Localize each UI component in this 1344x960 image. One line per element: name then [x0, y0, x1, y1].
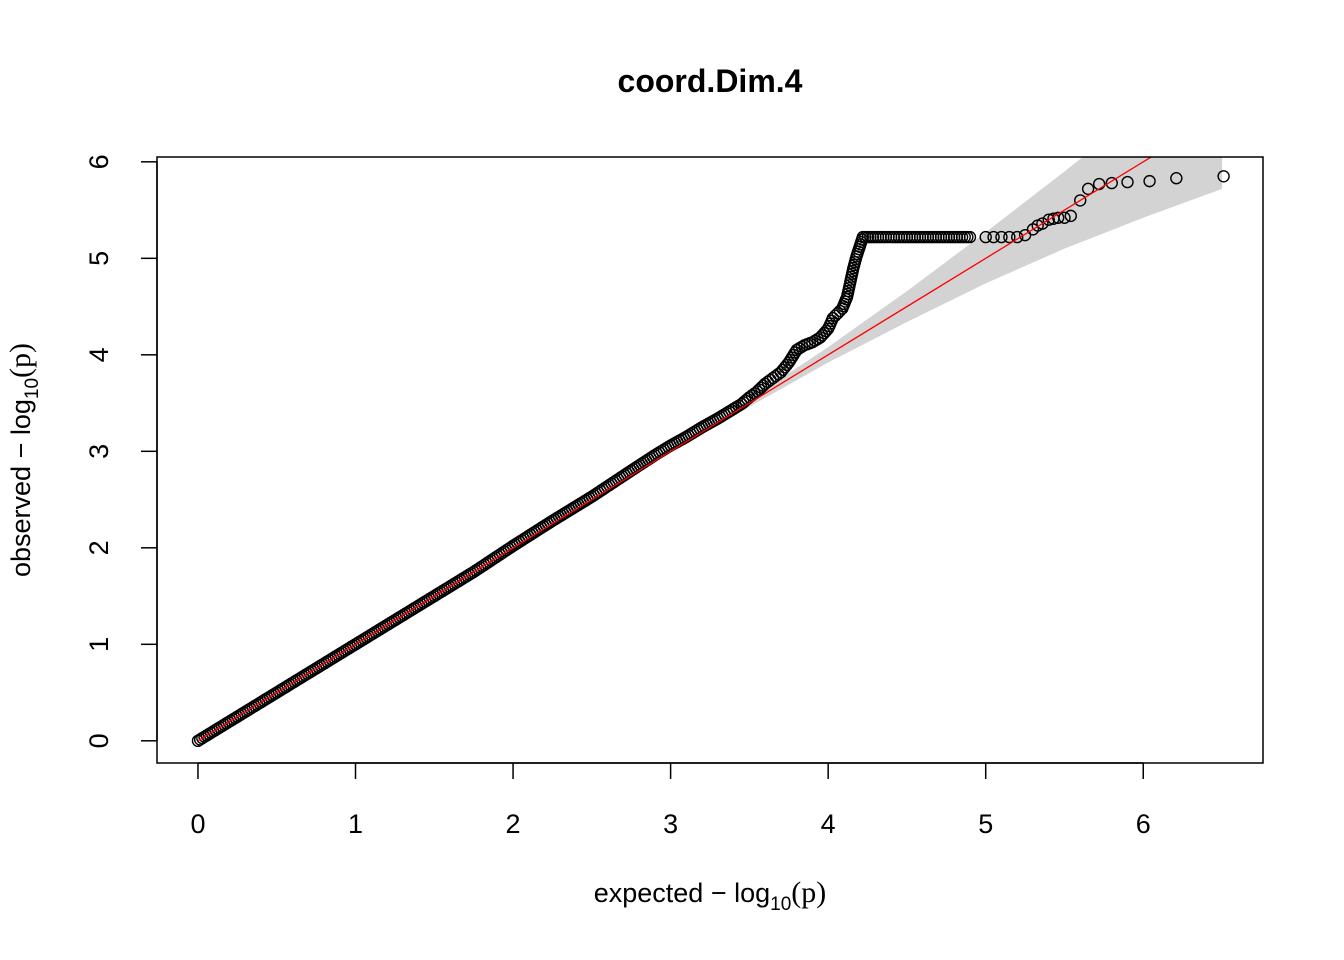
data-point — [1105, 176, 1118, 190]
y-tick-label: 6 — [84, 154, 114, 169]
confidence-band-area — [733, 157, 1223, 416]
x-axis: 0 1 2 3 4 5 6 — [190, 762, 1151, 839]
x-axis-label-suffix: (p) — [791, 876, 826, 909]
x-tick-label: 6 — [1136, 809, 1151, 839]
reference-line — [197, 157, 1153, 742]
y-tick-label: 0 — [84, 733, 114, 748]
y-axis: 0 1 2 3 4 5 6 — [84, 154, 158, 748]
data-point — [1170, 172, 1183, 185]
data-point — [987, 230, 1000, 244]
data-point — [1081, 182, 1095, 196]
y-axis-label-suffix: (p) — [4, 343, 37, 378]
x-tick-label: 0 — [190, 809, 205, 839]
data-point — [1074, 194, 1087, 207]
data-point — [1143, 174, 1156, 188]
y-tick-label: 4 — [84, 347, 114, 362]
data-point — [1064, 209, 1077, 223]
y-axis-label-prefix: observed − log — [6, 399, 36, 577]
data-point — [995, 230, 1008, 244]
data-point — [1058, 211, 1071, 224]
data-point — [1042, 213, 1055, 226]
data-point — [1003, 230, 1016, 244]
x-axis-label: expected − log10(p) — [594, 876, 827, 915]
plot-frame — [156, 156, 1264, 764]
data-points — [191, 170, 1230, 748]
x-tick-label: 2 — [506, 809, 521, 839]
data-point — [979, 230, 992, 244]
x-axis-label-prefix: expected − log — [594, 878, 770, 908]
x-tick-label: 5 — [978, 809, 993, 839]
y-tick-label: 3 — [84, 444, 114, 459]
data-point — [1036, 217, 1049, 230]
data-point — [1018, 228, 1032, 242]
x-tick-label: 1 — [348, 809, 363, 839]
y-tick-label: 5 — [84, 251, 114, 266]
y-tick-label: 1 — [84, 637, 114, 652]
data-point — [772, 367, 785, 381]
data-point — [1011, 230, 1024, 244]
chart-title: coord.Dim.4 — [618, 63, 803, 99]
x-axis-label-sub: 10 — [770, 894, 791, 915]
y-tick-label: 2 — [84, 540, 114, 555]
data-point — [1217, 170, 1230, 183]
data-point — [963, 230, 977, 244]
confidence-band — [733, 157, 1223, 416]
data-point — [1121, 175, 1134, 189]
y-axis-label-sub: 10 — [22, 378, 43, 399]
y-axis-label: observed − log10(p) — [4, 343, 43, 577]
x-tick-label: 3 — [663, 809, 678, 839]
reference-line-stroke — [197, 157, 1153, 742]
x-tick-label: 4 — [821, 809, 836, 839]
